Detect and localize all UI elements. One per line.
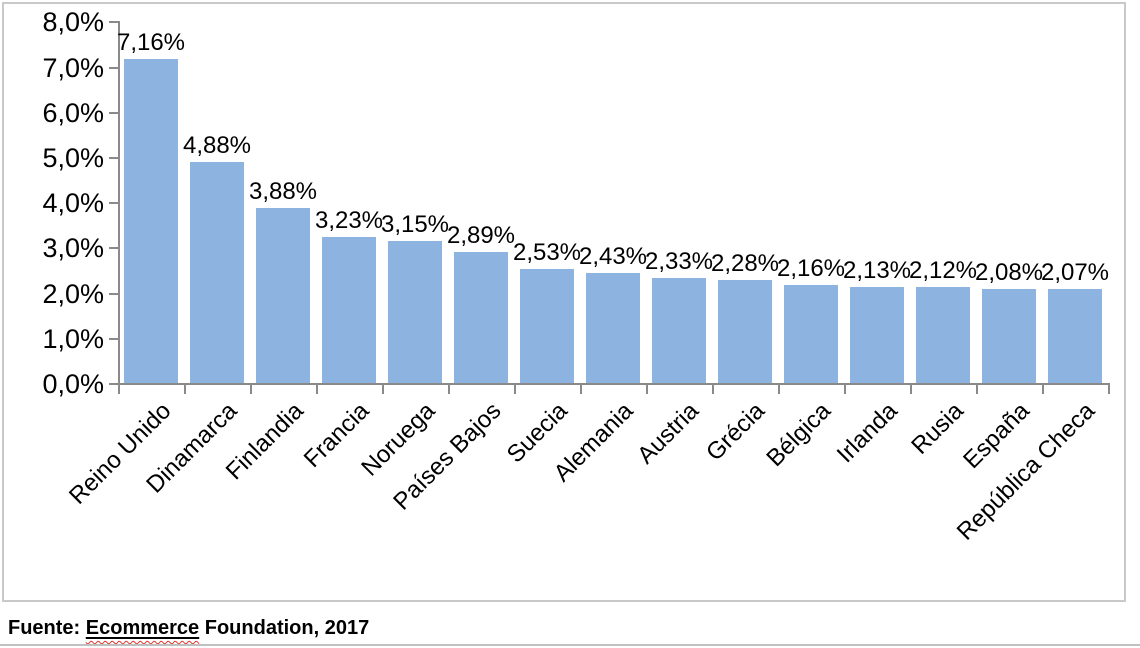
- y-axis-tick-label: 7,0%: [42, 52, 104, 83]
- x-axis-tick: [184, 383, 186, 394]
- bar-value-label: 2,16%: [776, 255, 846, 282]
- bar: [190, 162, 244, 383]
- category-label-text: Bélgica: [761, 397, 837, 473]
- bar: [850, 287, 904, 383]
- x-axis-tick: [514, 383, 516, 394]
- x-axis-tick: [778, 383, 780, 394]
- bar: [388, 241, 442, 383]
- y-axis-tick-label: 5,0%: [42, 143, 104, 173]
- bar: [1048, 289, 1102, 383]
- y-axis-tick-label: 0,0%: [42, 369, 104, 399]
- bar: [256, 208, 310, 383]
- bar-value-label: 2,33%: [644, 248, 714, 275]
- source-label: Fuente:: [8, 617, 81, 639]
- category-label-text: Austria: [632, 397, 705, 470]
- y-axis-tick: [109, 111, 118, 114]
- bar-value-label: 2,07%: [1040, 259, 1110, 286]
- x-axis-tick: [646, 383, 648, 394]
- bar: [718, 280, 772, 383]
- bar-value-label: 3,88%: [248, 178, 318, 205]
- bar-value-label: 2,43%: [578, 243, 648, 270]
- bar-value-label: 2,89%: [446, 222, 516, 249]
- x-axis-tick: [316, 383, 318, 394]
- x-axis-line: [118, 383, 1110, 385]
- category-label-text: Grécia: [701, 397, 771, 467]
- bar: [520, 269, 574, 383]
- y-axis-tick: [109, 157, 118, 159]
- x-axis-tick: [712, 383, 714, 394]
- x-axis-tick: [1108, 383, 1110, 394]
- x-axis-tick: [382, 383, 384, 394]
- y-axis-tick-label: 2,0%: [42, 278, 104, 309]
- y-axis-tick-label: 6,0%: [42, 97, 104, 128]
- x-axis-tick: [1042, 383, 1044, 394]
- x-axis-tick: [910, 383, 912, 394]
- bar-chart: 8,0% 7,0% 6,0% 5,0% 4,0% 3,0% 2,0% 1,0% 0,0% 7,16…: [42, 7, 1110, 546]
- x-axis-tick: [118, 383, 120, 394]
- source-word-misspelled: Ecommerce: [85, 617, 200, 639]
- bar-value-label: 2,28%: [710, 250, 780, 277]
- y-axis-tick-label: 3,0%: [42, 233, 104, 264]
- bar: [322, 237, 376, 383]
- y-axis-tick: [109, 337, 118, 340]
- y-axis-tick-label: 1,0%: [42, 323, 104, 354]
- source-text: Foundation, 2017: [204, 617, 370, 639]
- bar: [784, 285, 838, 383]
- bar-value-label: 7,16%: [116, 29, 186, 56]
- y-axis-line: [118, 21, 120, 385]
- x-axis-tick: [976, 383, 978, 394]
- bar: [586, 273, 640, 383]
- source-note: Fuente: Ecommerce Foundation, 2017: [8, 615, 369, 641]
- category-label-text: Rusia: [905, 397, 969, 460]
- page-bottom-rule: [0, 644, 1140, 646]
- bar: [652, 278, 706, 383]
- y-axis-tick-label: 8,0%: [42, 7, 104, 38]
- x-axis-tick: [448, 383, 450, 394]
- y-axis-tick: [109, 292, 118, 295]
- x-axis-tick: [250, 383, 252, 394]
- x-axis-tick: [580, 383, 582, 394]
- bar: [916, 287, 970, 383]
- category-label-text: Irlanda: [831, 397, 903, 469]
- bar: [982, 289, 1036, 383]
- bar-value-label: 2,13%: [842, 257, 912, 284]
- bar: [454, 252, 508, 383]
- bar-value-label: 2,08%: [974, 259, 1044, 286]
- y-axis-tick: [109, 383, 118, 385]
- y-axis-tick: [109, 66, 118, 69]
- bar-value-label: 3,15%: [380, 211, 450, 238]
- y-axis-tick: [109, 202, 118, 205]
- bar-value-label: 4,88%: [182, 132, 252, 159]
- y-axis-tick: [109, 247, 118, 250]
- y-axis-tick-label: 4,0%: [42, 188, 104, 219]
- bar-value-label: 3,23%: [314, 207, 384, 234]
- x-axis-tick: [844, 383, 846, 394]
- bar-value-label: 2,12%: [908, 257, 978, 284]
- bar-value-label: 2,53%: [512, 239, 582, 266]
- bar: [124, 59, 178, 383]
- y-axis-tick: [109, 21, 118, 24]
